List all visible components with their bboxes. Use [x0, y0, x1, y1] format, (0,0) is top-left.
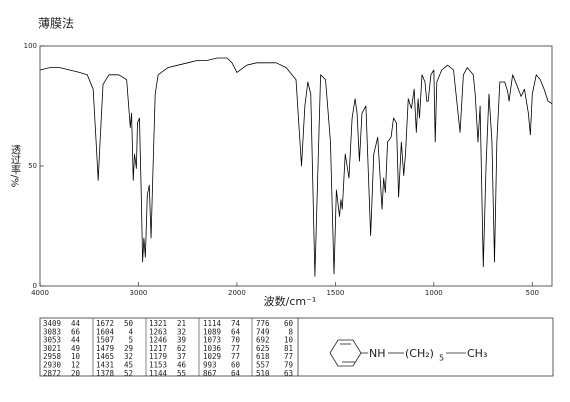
peak-transmittance: 20: [71, 369, 81, 378]
peak-transmittance: 64: [231, 369, 241, 378]
peak-wavenumber: 1431: [96, 361, 114, 370]
peak-transmittance: 10: [284, 336, 294, 345]
peak-transmittance: 10: [71, 352, 81, 361]
y-tick-label: 50: [28, 162, 37, 170]
peak-transmittance: 60: [284, 319, 294, 328]
peak-wavenumber: 1153: [149, 361, 167, 370]
structure: [329, 339, 466, 367]
peak-wavenumber: 2930: [43, 361, 62, 370]
peak-transmittance: 52: [124, 369, 133, 378]
peak-transmittance: 55: [177, 369, 186, 378]
peak-wavenumber: 1246: [149, 336, 168, 345]
peak-transmittance: 64: [231, 327, 241, 336]
repeat-count: 5: [439, 354, 444, 363]
spectrum-line: [39, 57, 553, 277]
peak-transmittance: 77: [231, 352, 240, 361]
x-tick-label: 4000: [31, 289, 49, 297]
peak-transmittance: 70: [231, 336, 241, 345]
peak-transmittance: 45: [124, 361, 133, 370]
peak-transmittance: 46: [177, 361, 187, 370]
peak-wavenumber: 3053: [43, 336, 61, 345]
peak-transmittance: 63: [284, 369, 293, 378]
peak-wavenumber: 1036: [203, 344, 222, 353]
peak-wavenumber: 1378: [96, 369, 115, 378]
peak-wavenumber: 3021: [43, 344, 61, 353]
peak-wavenumber: 1217: [149, 344, 167, 353]
y-axis-label: 透过率/%: [9, 144, 21, 187]
peak-transmittance: 74: [231, 319, 241, 328]
peak-transmittance: 39: [177, 336, 186, 345]
peak-wavenumber: 1089: [203, 327, 221, 336]
peak-transmittance: 66: [71, 327, 81, 336]
peak-wavenumber: 776: [256, 319, 270, 328]
peak-wavenumber: 867: [203, 369, 217, 378]
y-tick-label: 0: [33, 282, 37, 290]
peak-transmittance: 32: [177, 327, 186, 336]
peak-wavenumber: 692: [256, 336, 270, 345]
peak-wavenumber: 749: [256, 327, 270, 336]
peak-wavenumber: 557: [256, 361, 270, 370]
peak-transmittance: 50: [124, 319, 134, 328]
peak-transmittance: 8: [288, 327, 293, 336]
peak-wavenumber: 3083: [43, 327, 61, 336]
peak-transmittance: 29: [124, 344, 133, 353]
peak-transmittance: 81: [284, 344, 293, 353]
peak-transmittance: 5: [128, 336, 133, 345]
peak-transmittance: 37: [177, 352, 186, 361]
peak-transmittance: 49: [71, 344, 80, 353]
peak-transmittance: 21: [177, 319, 186, 328]
peak-transmittance: 62: [177, 344, 186, 353]
peak-wavenumber: 1604: [96, 327, 115, 336]
peak-wavenumber: 2872: [43, 369, 61, 378]
peak-wavenumber: 1672: [96, 319, 114, 328]
chain-group: (CH₂): [405, 347, 434, 360]
terminal-group: CH₃: [467, 347, 487, 360]
peak-transmittance: 32: [124, 352, 133, 361]
peak-transmittance: 60: [231, 361, 241, 370]
peak-wavenumber: 1263: [149, 327, 167, 336]
peak-wavenumber: 1507: [96, 336, 114, 345]
peak-wavenumber: 3409: [43, 319, 61, 328]
chart-title: 薄膜法: [38, 16, 74, 31]
peak-wavenumber: 993: [203, 361, 217, 370]
peak-wavenumber: 1179: [149, 352, 167, 361]
peak-wavenumber: 1465: [96, 352, 114, 361]
peak-transmittance: 79: [284, 361, 293, 370]
y-tick-label: 100: [24, 42, 37, 50]
peak-wavenumber: 1029: [203, 352, 221, 361]
peak-transmittance: 77: [284, 352, 293, 361]
peak-transmittance: 44: [71, 319, 81, 328]
x-tick-label: 500: [526, 289, 539, 297]
peak-transmittance: 12: [71, 361, 80, 370]
peak-wavenumber: 1321: [149, 319, 167, 328]
peak-wavenumber: 618: [256, 352, 270, 361]
peak-wavenumber: 1479: [96, 344, 114, 353]
peak-transmittance: 4: [128, 327, 133, 336]
x-axis-label: 波数/cm⁻¹: [264, 295, 317, 308]
peak-wavenumber: 1114: [203, 319, 222, 328]
peak-wavenumber: 1073: [203, 336, 221, 345]
amine-group: NH: [369, 347, 386, 360]
peak-transmittance: 77: [231, 344, 240, 353]
peak-transmittance: 44: [71, 336, 81, 345]
x-tick-label: 3000: [130, 289, 148, 297]
x-tick-label: 2000: [228, 289, 246, 297]
x-tick-label: 1500: [326, 289, 344, 297]
peak-wavenumber: 1144: [149, 369, 168, 378]
x-tick-label: 1000: [425, 289, 443, 297]
peak-wavenumber: 510: [256, 369, 270, 378]
peak-wavenumber: 625: [256, 344, 270, 353]
peak-wavenumber: 2958: [43, 352, 62, 361]
benzene-ring: [329, 339, 362, 367]
peak-table-frame: [39, 317, 554, 377]
